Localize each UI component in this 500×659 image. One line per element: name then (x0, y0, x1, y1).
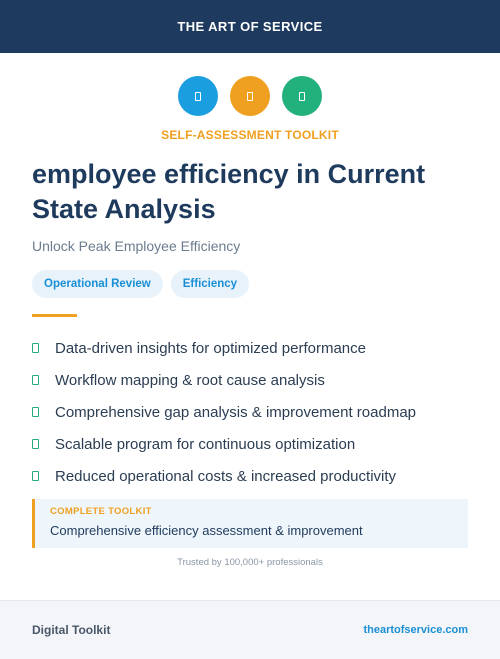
accent-divider (32, 314, 77, 317)
callout-text: Comprehensive efficiency assessment & im… (50, 523, 363, 538)
trusted-note: Trusted by 100,000+ professionals (177, 557, 323, 568)
feature-text: Comprehensive gap analysis & improvement… (55, 403, 417, 421)
check-icon (32, 375, 39, 385)
header-bar: THE ART OF SERVICE (0, 0, 500, 53)
subtitle: Unlock Peak Employee Efficiency (32, 238, 241, 254)
callout-label: COMPLETE TOOLKIT (50, 506, 152, 517)
list-item: Reduced operational costs & increased pr… (32, 460, 472, 492)
list-item: Workflow mapping & root cause analysis (32, 364, 472, 396)
tag-operational-review: Operational Review (32, 270, 163, 298)
list-item: Scalable program for continuous optimiza… (32, 428, 472, 460)
feature-text: Workflow mapping & root cause analysis (55, 371, 325, 389)
feature-text: Scalable program for continuous optimiza… (55, 435, 356, 453)
toolkit-callout: COMPLETE TOOLKIT Comprehensive efficienc… (32, 499, 468, 548)
blue-circle-icon (178, 76, 218, 116)
check-icon (32, 407, 39, 417)
tag-list: Operational Review Efficiency (32, 270, 250, 298)
footer-label: Digital Toolkit (32, 623, 111, 637)
feature-list: Data-driven insights for optimized perfo… (32, 332, 472, 492)
orange-circle-icon (230, 76, 270, 116)
page-title: employee efficiency in Current State Ana… (32, 159, 426, 224)
icon-row (0, 76, 500, 116)
feature-text: Reduced operational costs & increased pr… (55, 467, 397, 485)
list-item: Data-driven insights for optimized perfo… (32, 332, 472, 364)
brand-title: THE ART OF SERVICE (177, 19, 323, 34)
list-item: Comprehensive gap analysis & improvement… (32, 396, 472, 428)
check-icon (32, 343, 39, 353)
footer-bar: Digital Toolkit theartofservice.com (0, 600, 500, 659)
website-link[interactable]: theartofservice.com (363, 624, 468, 636)
green-circle-icon (282, 76, 322, 116)
tag-efficiency: Efficiency (170, 270, 250, 298)
feature-text: Data-driven insights for optimized perfo… (55, 339, 366, 357)
check-icon (32, 439, 39, 449)
check-icon (32, 471, 39, 481)
kicker-label: SELF-ASSESSMENT TOOLKIT (161, 128, 339, 142)
